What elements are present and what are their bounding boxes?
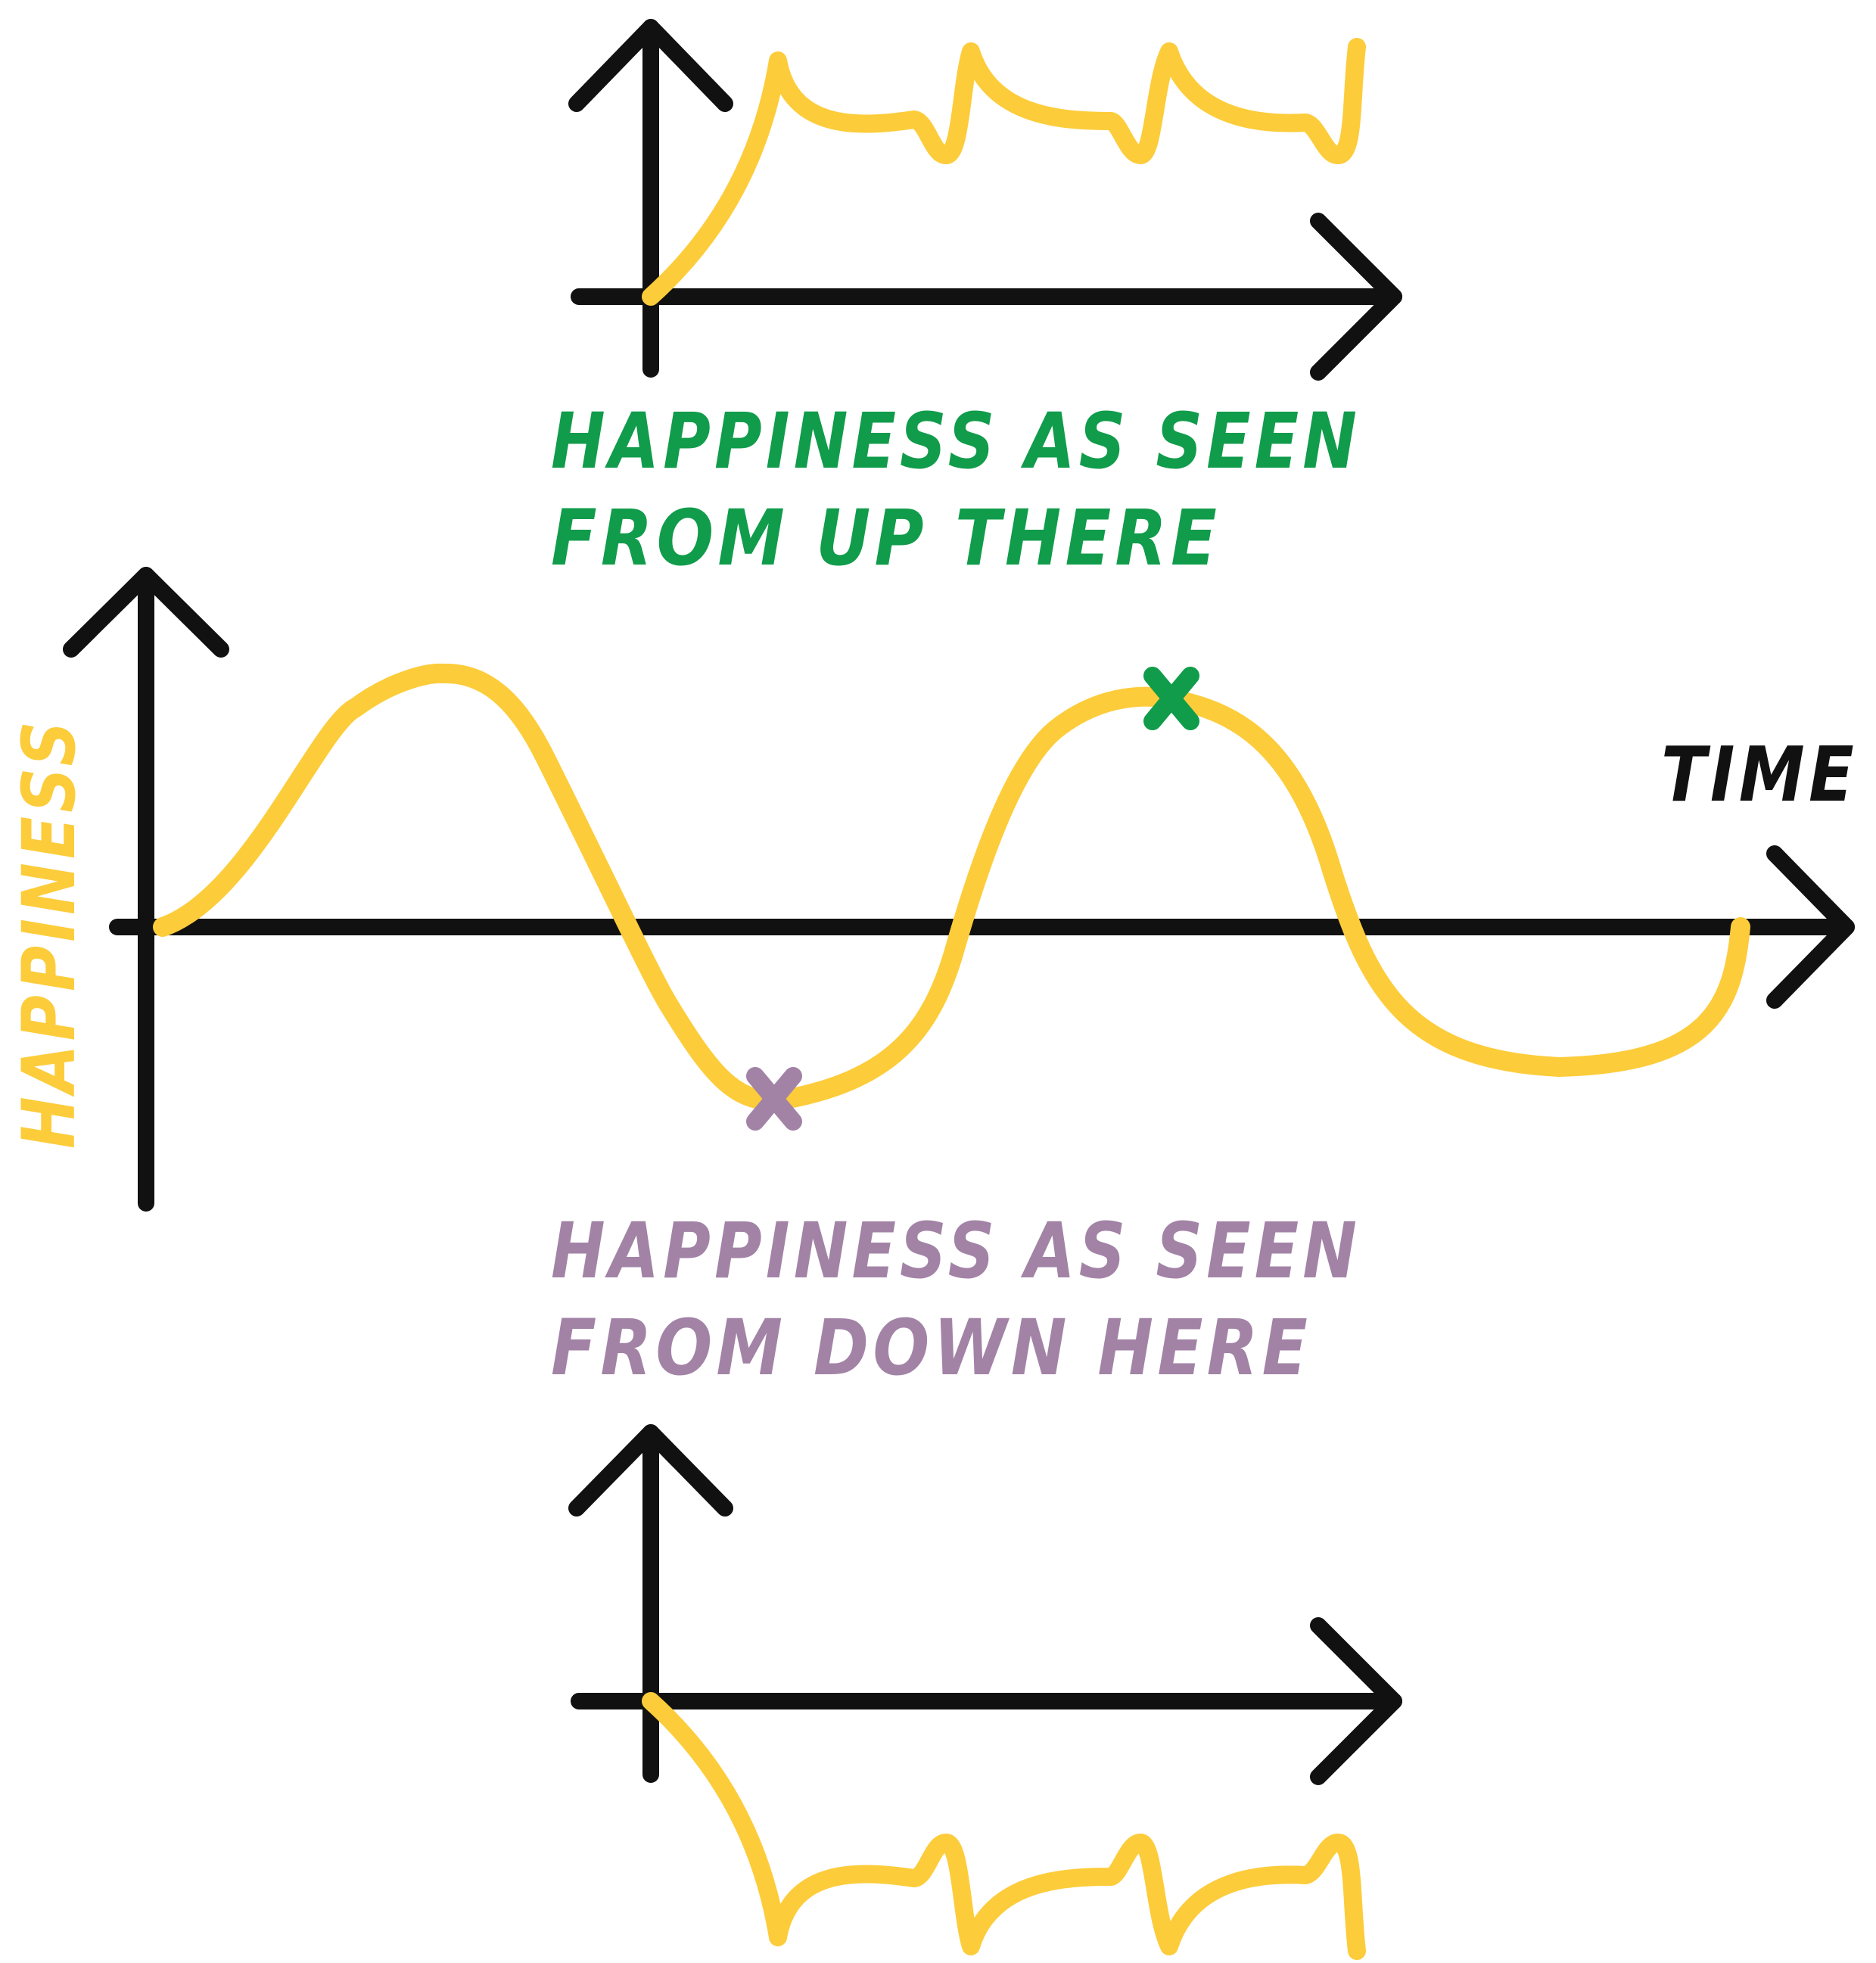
trough-marker	[746, 1067, 802, 1131]
main-graph-x-arrowhead	[1766, 845, 1855, 1009]
main-graph-axes	[63, 567, 1855, 1212]
bottom-graph-axes	[568, 1424, 1402, 1785]
down-here-caption-line1: HAPPINESS AS SEEN	[551, 1206, 1361, 1296]
top-graph-y-arrowhead	[568, 19, 733, 112]
top-graph-curve	[642, 38, 1366, 306]
top-graph-axes	[568, 19, 1402, 381]
main-graph-y-arrowhead	[63, 567, 229, 658]
top-graph-x-arrowhead	[1310, 213, 1402, 381]
up-there-caption-line1: HAPPINESS AS SEEN	[551, 397, 1361, 487]
down-here-caption-line2: FROM DOWN HERE	[551, 1303, 1311, 1393]
bottom-graph-x-arrowhead	[1310, 1617, 1402, 1785]
y-axis-label: HAPPINESS	[7, 717, 92, 1149]
up-there-caption-line2: FROM UP THERE	[551, 493, 1221, 583]
top-graph: HAPPINESS AS SEEN FROM UP THERE	[551, 19, 1402, 583]
bottom-graph-y-arrowhead	[568, 1424, 733, 1517]
main-graph-curve	[153, 663, 1750, 1111]
x-axis-label: TIME	[1661, 730, 1858, 819]
main-graph: HAPPINESS TIME	[7, 567, 1858, 1212]
bottom-graph-curve	[642, 1692, 1366, 1960]
peak-marker	[1143, 667, 1199, 730]
bottom-graph: HAPPINESS AS SEEN FROM DOWN HERE	[551, 1206, 1402, 1960]
